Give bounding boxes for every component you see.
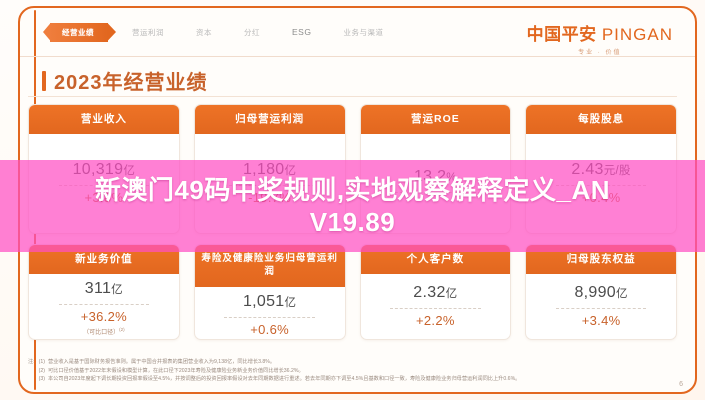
metric-note-text: （可比口径） xyxy=(83,330,120,336)
footnote-text: 可比口径价值基于2022年末假设和模型计算，在此口径下2023年寿险及健康险业务… xyxy=(47,367,304,374)
metric-card-header: 营运ROE xyxy=(360,105,511,134)
nav-item-label: 营运利润 xyxy=(132,27,164,37)
footnote-item: (1) 营业收入是基于国际财务报告准则。属于中国合并报表的集团营业收入为9,13… xyxy=(39,358,675,367)
footnote-item: (3) 本公司自2023年度起下调长期投资回报率假设至4.5%，并按调整后的投资… xyxy=(39,375,675,384)
watermark-line-1: 新澳门49码中奖规则,实地观察解释定义_AN xyxy=(94,174,611,205)
section-nav: 经营业绩 营运利润 资本 分红 ESG 业务与渠道 xyxy=(20,22,399,42)
nav-item-esg[interactable]: ESG xyxy=(276,27,327,37)
metric-card-new-business-value: 新业务价值 311亿 +36.2% （可比口径）(2) xyxy=(28,244,180,340)
metric-card-header: 营业收入 xyxy=(29,105,179,134)
logo-en: PINGAN xyxy=(601,25,673,44)
metric-card-body: 1,051亿 +0.6% （剔除一次性事项及下调投资收益率影响）(3) xyxy=(195,287,345,339)
footnote-item: (2) 可比口径价值基于2022年末假设和模型计算，在此口径下2023年寿险及健… xyxy=(39,367,675,376)
title-text: 2023年经营业绩 xyxy=(54,72,208,94)
footnotes: 注: (1) 营业收入是基于国际财务报告准则。属于中国合并报表的集团营业收入为9… xyxy=(28,358,675,384)
metric-value: 1,051亿 xyxy=(243,293,296,311)
metric-card-body: 8,990亿 +3.4% xyxy=(526,274,676,339)
metric-delta: +0.6% xyxy=(250,322,289,337)
logo-cn: 中国平安 xyxy=(526,25,597,44)
metric-number: 311 xyxy=(84,280,112,297)
nav-item-label: ESG xyxy=(292,27,312,37)
nav-item-performance[interactable]: 经营业绩 xyxy=(50,22,108,42)
metric-card-header: 寿险及健康险业务归母营运利润 xyxy=(194,245,345,287)
title-accent-bar xyxy=(42,70,46,91)
nav-item-label: 分红 xyxy=(244,27,260,37)
metric-unit: 亿 xyxy=(445,287,458,300)
slide-header: 经营业绩 营运利润 资本 分红 ESG 业务与渠道 中国平安 PINGAN xyxy=(20,8,695,57)
nav-item-dividend[interactable]: 分红 xyxy=(228,27,276,38)
metric-number: 8,990 xyxy=(574,283,616,301)
nav-item-label: 经营业绩 xyxy=(62,27,94,37)
metric-value: 8,990亿 xyxy=(574,284,627,302)
metric-unit: 亿 xyxy=(615,287,628,300)
page-title: 2023年经营业绩 xyxy=(42,66,208,95)
metric-divider xyxy=(555,307,647,309)
nav-item-operating-profit[interactable]: 营运利润 xyxy=(116,27,180,38)
title-divider xyxy=(28,96,677,97)
metric-note-sup: (2) xyxy=(119,327,125,332)
metric-card-body: 311亿 +36.2% （可比口径）(2) xyxy=(29,274,179,339)
metric-card-header: 每股股息 xyxy=(526,105,676,134)
footnote-number: (2) xyxy=(38,367,45,374)
pingan-logo: 中国平安 PINGAN 专业 · 价值 xyxy=(527,20,673,56)
metric-unit: 亿 xyxy=(284,297,297,309)
metric-divider xyxy=(390,307,481,309)
metric-card-equity-attributable: 归母股东权益 8,990亿 +3.4% xyxy=(525,244,677,340)
logo-tagline: 专业 · 价值 xyxy=(578,50,622,56)
footnote-text: 营业收入是基于国际财务报告准则。属于中国合并报表的集团营业收入为9,138亿，同… xyxy=(47,359,276,366)
metric-card-body: 2.32亿 +2.2% xyxy=(361,274,511,339)
metric-unit: 亿 xyxy=(111,284,123,296)
logo-wordmark: 中国平安 PINGAN xyxy=(527,20,673,45)
metric-card-retail-customers: 个人客户数 2.32亿 +2.2% xyxy=(359,244,512,340)
metric-card-header: 归母营运利润 xyxy=(194,105,345,134)
footnote-number: (3) xyxy=(38,376,45,383)
metric-card-life-health-operating-profit: 寿险及健康险业务归母营运利润 1,051亿 +0.6% （剔除一次性事项及下调投… xyxy=(193,244,346,340)
footnote-number: (1) xyxy=(38,359,45,366)
watermark-band xyxy=(0,160,705,252)
footnote-text: 本公司自2023年度起下调长期投资回报率假设至4.5%，并按调整后的投资回报率假… xyxy=(47,376,521,383)
metric-divider xyxy=(224,317,315,318)
watermark-line-2: V19.89 xyxy=(309,207,396,237)
metric-note: （可比口径）(2) xyxy=(80,327,128,337)
metric-number: 1,051 xyxy=(242,293,285,310)
metric-delta: +36.2% xyxy=(80,309,127,324)
metric-divider xyxy=(58,304,150,305)
metric-value: 311亿 xyxy=(85,280,123,298)
metric-number: 2.32 xyxy=(413,283,446,301)
nav-item-label: 业务与渠道 xyxy=(343,27,384,37)
watermark-text: 新澳门49码中奖规则,实地观察解释定义_AN V19.89 xyxy=(0,160,705,252)
metric-delta: +2.2% xyxy=(416,312,455,328)
page-number: 6 xyxy=(679,381,683,388)
nav-item-label: 资本 xyxy=(196,27,212,37)
footnotes-list: (1) 营业收入是基于国际财务报告准则。属于中国合并报表的集团营业收入为9,13… xyxy=(39,358,675,384)
footnotes-label: 注: xyxy=(28,359,35,366)
nav-item-capital[interactable]: 资本 xyxy=(180,27,228,38)
metric-value: 2.32亿 xyxy=(413,284,457,302)
nav-item-business-channels[interactable]: 业务与渠道 xyxy=(327,27,399,38)
metric-delta: +3.4% xyxy=(581,312,621,328)
